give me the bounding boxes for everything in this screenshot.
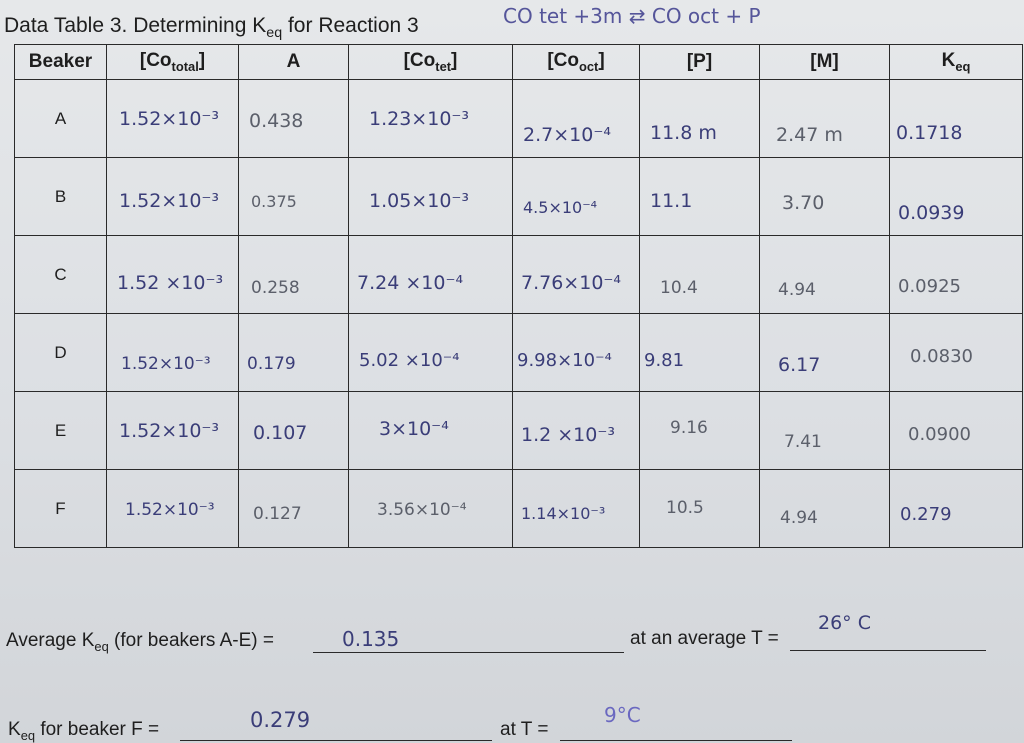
co-total-cell: 1.52 ×10⁻³ xyxy=(106,235,239,314)
average-temp-blank[interactable] xyxy=(790,650,986,651)
co-oct-cell: 7.76×10⁻⁴ xyxy=(512,235,640,314)
beaker-f-temp-label: at T = xyxy=(500,719,549,740)
beaker-label: A xyxy=(14,79,107,158)
co-tet-cell: 7.24 ×10⁻⁴ xyxy=(348,235,513,314)
reaction-note: CO tet +3m ⇄ CO oct + P xyxy=(503,4,761,28)
table-row: A 1.52×10⁻³ 0.438 1.23×10⁻³ 2.7×10⁻⁴ 11.… xyxy=(14,79,1023,158)
table-row: F 1.52×10⁻³ 0.127 3.56×10⁻⁴ 1.14×10⁻³ 10… xyxy=(14,469,1023,548)
co-oct-cell: 2.7×10⁻⁴ xyxy=(512,79,640,158)
beaker-f-keq-blank[interactable] xyxy=(180,740,492,741)
data-table: Beaker [Cototal] A [Cotet] [Cooct] [P] [… xyxy=(14,44,1023,548)
beaker-f-keq-label: Keq for beaker F = xyxy=(8,719,160,743)
co-total-cell: 1.52×10⁻³ xyxy=(106,391,239,470)
average-keq-label: Average Keq (for beakers A-E) = xyxy=(6,630,275,654)
p-cell: 11.1 xyxy=(639,157,760,236)
keq-cell: 0.0925 xyxy=(889,235,1023,314)
p-cell: 10.4 xyxy=(639,235,760,314)
co-tet-cell: 1.05×10⁻³ xyxy=(348,157,513,236)
header-co-tet: [Cotet] xyxy=(348,44,513,80)
absorbance-cell: 0.375 xyxy=(238,157,349,236)
keq-cell: 0.1718 xyxy=(889,79,1023,158)
beaker-label: F xyxy=(14,469,107,548)
header-m: [M] xyxy=(759,44,890,80)
co-oct-cell: 9.98×10⁻⁴ xyxy=(512,313,640,392)
table-title: Data Table 3. Determining Keq for Reacti… xyxy=(4,14,419,42)
m-cell: 6.17 xyxy=(759,313,890,392)
p-cell: 9.81 xyxy=(639,313,760,392)
co-tet-cell: 3×10⁻⁴ xyxy=(348,391,513,470)
co-tet-cell: 3.56×10⁻⁴ xyxy=(348,469,513,548)
absorbance-cell: 0.438 xyxy=(238,79,349,158)
header-co-oct: [Cooct] xyxy=(512,44,640,80)
m-cell: 7.41 xyxy=(759,391,890,470)
beaker-label: D xyxy=(14,313,107,392)
keq-cell: 0.279 xyxy=(889,469,1023,548)
beaker-label: C xyxy=(14,235,107,314)
absorbance-cell: 0.258 xyxy=(238,235,349,314)
beaker-f-temp-value: 9°C xyxy=(604,703,641,727)
table-row: C 1.52 ×10⁻³ 0.258 7.24 ×10⁻⁴ 7.76×10⁻⁴ … xyxy=(14,235,1023,314)
beaker-label: B xyxy=(14,157,107,236)
keq-cell: 0.0939 xyxy=(889,157,1023,236)
m-cell: 4.94 xyxy=(759,469,890,548)
header-beaker: Beaker xyxy=(14,44,107,80)
average-keq-value: 0.135 xyxy=(342,627,400,651)
co-tet-cell: 5.02 ×10⁻⁴ xyxy=(348,313,513,392)
co-tet-cell: 1.23×10⁻³ xyxy=(348,79,513,158)
table-row: D 1.52×10⁻³ 0.179 5.02 ×10⁻⁴ 9.98×10⁻⁴ 9… xyxy=(14,313,1023,392)
header-p: [P] xyxy=(639,44,760,80)
average-temp-label: at an average T = xyxy=(630,628,779,649)
keq-cell: 0.0900 xyxy=(889,391,1023,470)
absorbance-cell: 0.127 xyxy=(238,469,349,548)
co-oct-cell: 1.14×10⁻³ xyxy=(512,469,640,548)
p-cell: 11.8 m xyxy=(639,79,760,158)
absorbance-cell: 0.179 xyxy=(238,313,349,392)
beaker-f-temp-blank[interactable] xyxy=(560,740,792,741)
co-total-cell: 1.52×10⁻³ xyxy=(106,313,239,392)
p-cell: 9.16 xyxy=(639,391,760,470)
absorbance-cell: 0.107 xyxy=(238,391,349,470)
co-oct-cell: 1.2 ×10⁻³ xyxy=(512,391,640,470)
header-absorbance: A xyxy=(238,44,349,80)
average-temp-value: 26° C xyxy=(818,612,871,634)
m-cell: 2.47 m xyxy=(759,79,890,158)
co-total-cell: 1.52×10⁻³ xyxy=(106,469,239,548)
m-cell: 3.70 xyxy=(759,157,890,236)
co-oct-cell: 4.5×10⁻⁴ xyxy=(512,157,640,236)
beaker-f-keq-value: 0.279 xyxy=(250,708,311,732)
table-row: B 1.52×10⁻³ 0.375 1.05×10⁻³ 4.5×10⁻⁴ 11.… xyxy=(14,157,1023,236)
co-total-cell: 1.52×10⁻³ xyxy=(106,157,239,236)
header-row: Beaker [Cototal] A [Cotet] [Cooct] [P] [… xyxy=(14,44,1023,80)
p-cell: 10.5 xyxy=(639,469,760,548)
co-total-cell: 1.52×10⁻³ xyxy=(106,79,239,158)
table-row: E 1.52×10⁻³ 0.107 3×10⁻⁴ 1.2 ×10⁻³ 9.16 … xyxy=(14,391,1023,470)
keq-cell: 0.0830 xyxy=(889,313,1023,392)
header-keq: Keq xyxy=(889,44,1023,80)
average-keq-blank[interactable] xyxy=(313,652,624,653)
header-co-total: [Cototal] xyxy=(106,44,239,80)
m-cell: 4.94 xyxy=(759,235,890,314)
beaker-label: E xyxy=(14,391,107,470)
